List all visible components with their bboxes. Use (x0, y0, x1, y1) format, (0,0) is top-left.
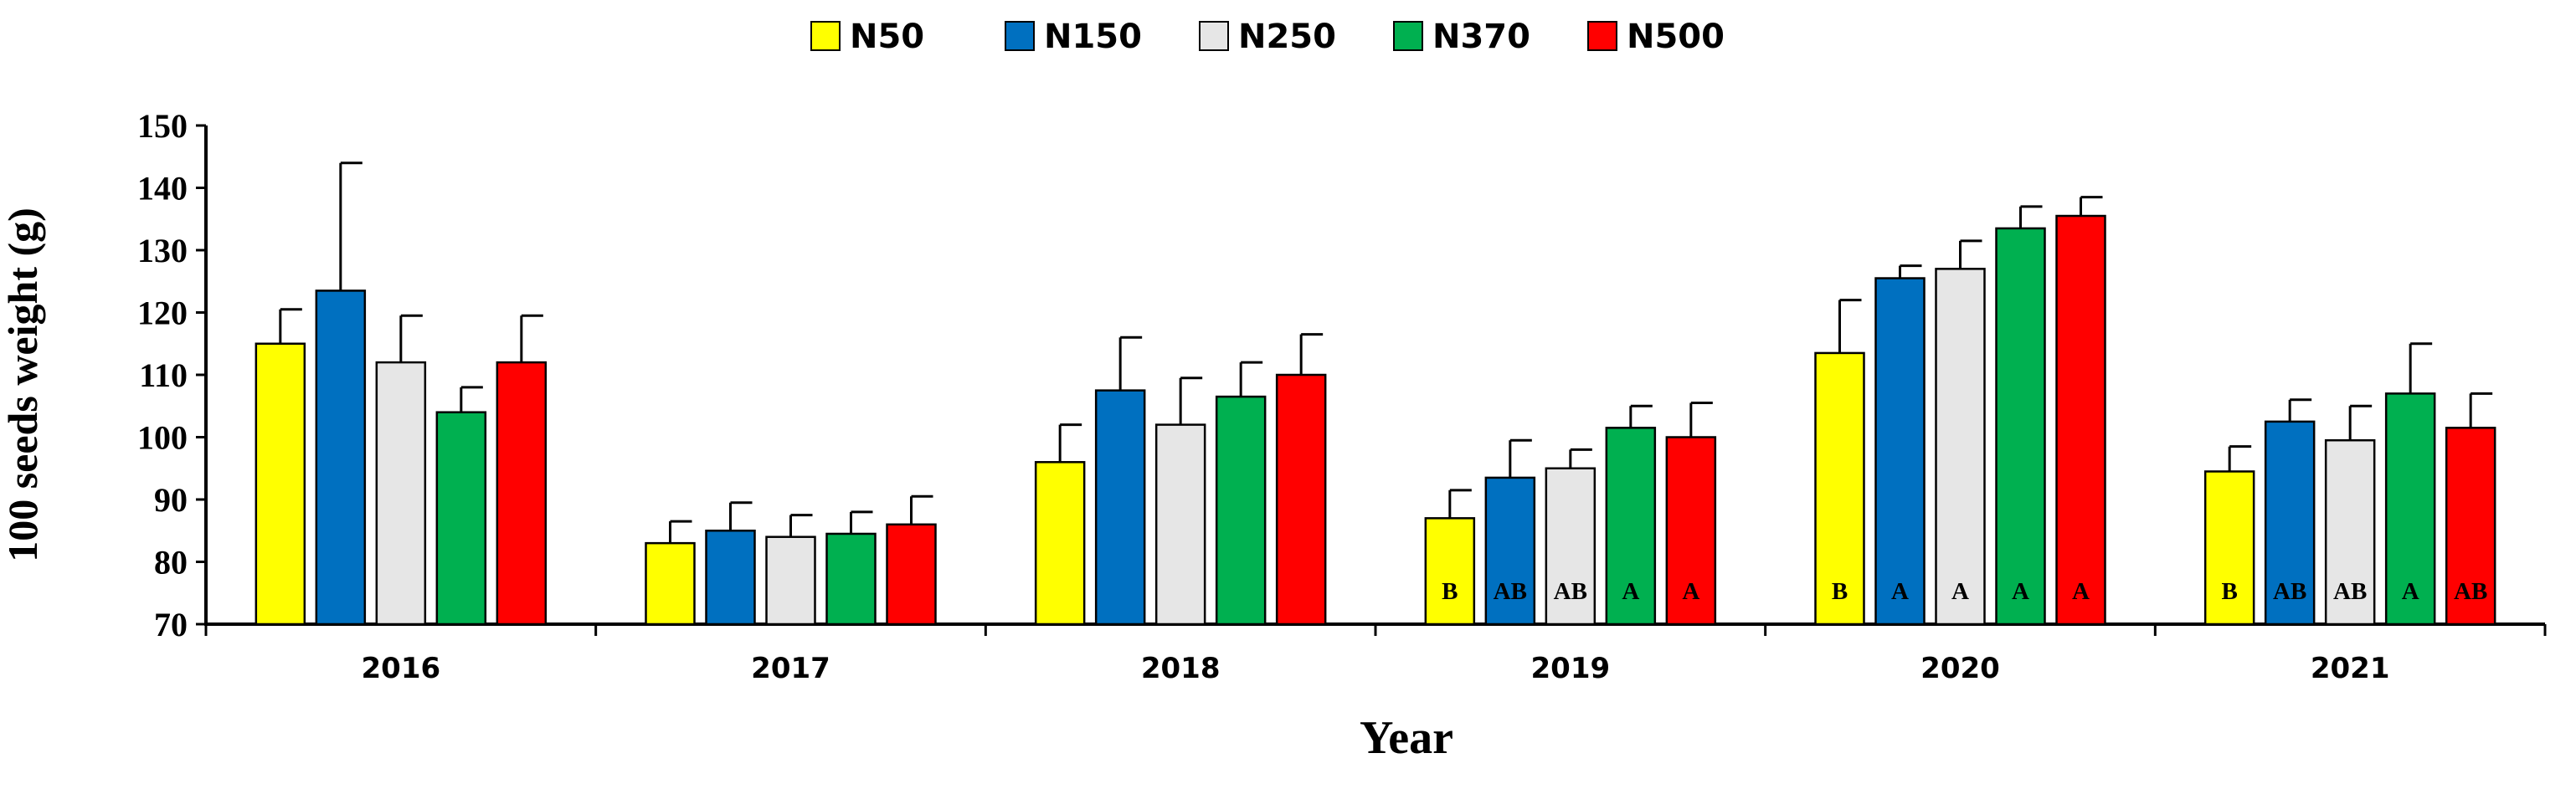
x-tick-label: 2016 (362, 652, 441, 685)
significance-label: AB (1554, 578, 1587, 605)
bar-n150-2019 (1484, 476, 1536, 626)
bar-n250-2017 (765, 535, 816, 626)
bar-n50-2021 (2203, 470, 2255, 626)
significance-label: A (2402, 578, 2419, 605)
bar-n500-2017 (886, 523, 937, 626)
bar-n500-2016 (496, 361, 548, 626)
bar-n370-2017 (825, 532, 877, 626)
bar-n50-2017 (645, 541, 696, 626)
tick-labels: 70 80 90 100 110 120 130 140 150 2016 2017 2018 2019… (137, 107, 2389, 685)
legend-label-n500: N500 (1627, 18, 1725, 56)
significance-label: A (1682, 578, 1699, 605)
bar-n500-2018 (1275, 373, 1327, 626)
bar-n50-2020 (1814, 351, 1865, 626)
significance-label: AB (1494, 578, 1527, 605)
bar-n250-2020 (1935, 268, 1986, 626)
legend-swatch-n250 (1199, 21, 1229, 51)
y-tick-label: 80 (154, 544, 188, 582)
bar-n50-2016 (255, 342, 306, 626)
bar-n250-2018 (1154, 423, 1206, 626)
legend-swatch-n370 (1393, 21, 1423, 51)
legend-label-n370: N370 (1432, 18, 1530, 56)
y-axis-title: 100 seeds weight (g) (0, 207, 46, 562)
bar-n150-2018 (1094, 389, 1146, 626)
bar-n250-2019 (1545, 467, 1597, 626)
y-tick-label: 150 (137, 107, 188, 145)
x-tick-label: 2021 (2311, 652, 2390, 685)
significance-label: B (1442, 578, 1458, 605)
bar-n370-2018 (1215, 395, 1267, 626)
y-tick-label: 130 (137, 232, 188, 269)
legend-swatch-n150 (1005, 21, 1035, 51)
legend-label-n250: N250 (1238, 18, 1336, 56)
y-tick-label: 100 (137, 419, 188, 457)
bar-n150-2020 (1874, 277, 1926, 626)
y-tick-label: 120 (137, 295, 188, 332)
legend: N50 N150 N250 N370 N500 (810, 18, 1725, 56)
bar-n370-2021 (2384, 392, 2436, 626)
bar-n370-2016 (435, 411, 487, 626)
bar-n50-2019 (1424, 517, 1476, 626)
axes (196, 124, 2547, 636)
bar-n500-2019 (1665, 436, 1717, 626)
y-tick-label: 140 (137, 170, 188, 207)
y-tick-label: 70 (154, 606, 188, 643)
y-tick-label: 90 (154, 481, 188, 519)
significance-label: A (1951, 578, 1969, 605)
legend-label-n50: N50 (850, 18, 924, 56)
bar-n150-2021 (2264, 420, 2316, 626)
significance-label: A (2072, 578, 2090, 605)
bars: B AB AB A A B A A A A B AB AB A AB (255, 161, 2496, 626)
significance-label: A (2012, 578, 2029, 605)
x-tick-label: 2017 (751, 652, 830, 685)
bar-n500-2020 (2055, 214, 2106, 626)
x-axis-title: Year (1360, 712, 1453, 764)
x-tick-label: 2018 (1141, 652, 1221, 685)
legend-swatch-n500 (1587, 21, 1617, 51)
bar-n250-2021 (2324, 438, 2376, 626)
bar-n500-2021 (2445, 427, 2496, 626)
bar-n150-2017 (705, 530, 756, 626)
y-tick-label: 110 (139, 356, 188, 394)
significance-label: A (1622, 578, 1639, 605)
bar-n50-2018 (1034, 461, 1086, 626)
legend-label-n150: N150 (1044, 18, 1142, 56)
legend-swatch-n50 (810, 21, 841, 51)
significance-label: AB (2454, 578, 2487, 605)
significance-label: AB (2273, 578, 2306, 605)
bar-n250-2016 (375, 361, 427, 626)
bar-n370-2019 (1605, 427, 1657, 626)
bar-n370-2020 (1995, 227, 2046, 626)
significance-label: AB (2333, 578, 2367, 605)
significance-label: B (1832, 578, 1848, 605)
x-tick-label: 2020 (1920, 652, 2000, 685)
x-tick-label: 2019 (1531, 652, 1611, 685)
significance-label: B (2221, 578, 2237, 605)
bar-n150-2016 (315, 289, 367, 626)
significance-label: A (1891, 578, 1909, 605)
